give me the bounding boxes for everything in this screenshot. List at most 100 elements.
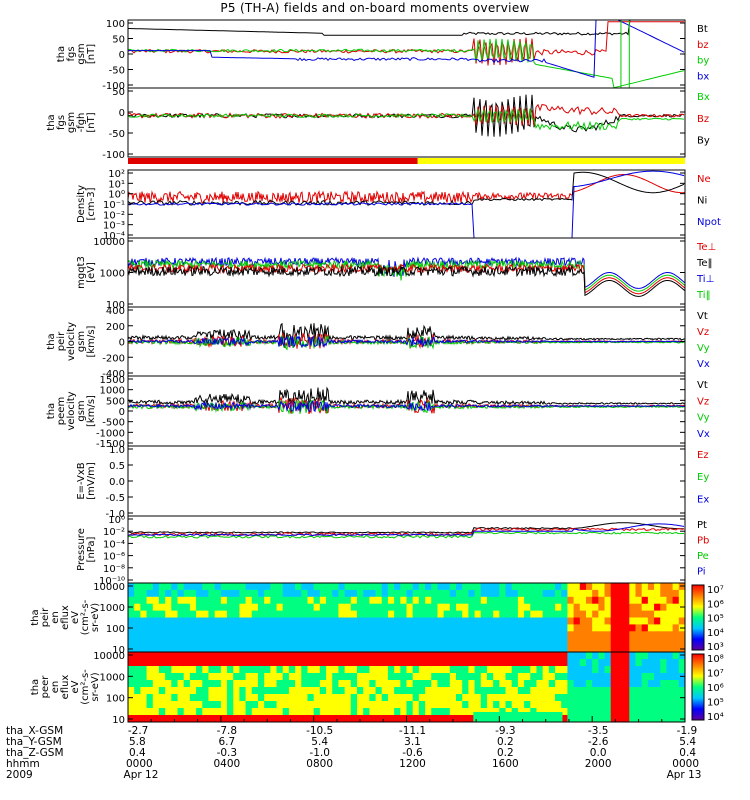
heatmap-cell — [672, 680, 680, 688]
heatmap-cell — [288, 610, 296, 619]
heatmap-cell — [604, 687, 612, 695]
heatmap-cell — [282, 589, 290, 598]
heatmap-cell — [394, 701, 401, 709]
heatmap-cell — [610, 583, 618, 591]
heatmap-cell — [146, 645, 154, 652]
heatmap-cell — [412, 596, 420, 605]
heatmap-cell — [666, 687, 674, 695]
heatmap-cell — [152, 583, 160, 591]
heatmap-cell — [332, 638, 340, 646]
heatmap-cell — [189, 603, 197, 612]
heatmap-cell — [214, 659, 222, 667]
heatmap-cell — [585, 694, 593, 702]
heatmap-cell — [462, 645, 469, 652]
heatmap-cell — [381, 680, 389, 688]
heatmap-cell — [394, 687, 401, 695]
heatmap-cell — [462, 603, 469, 612]
heatmap-cell — [425, 673, 432, 681]
heatmap-cell — [542, 659, 550, 667]
heatmap-cell — [288, 583, 296, 591]
heatmap-cell — [375, 694, 383, 702]
heatmap-cell — [505, 589, 513, 598]
heatmap-cell — [462, 638, 469, 646]
heatmap-cell — [610, 715, 618, 722]
heatmap-cell — [567, 596, 575, 605]
heatmap-cell — [493, 659, 500, 667]
heatmap-cell — [282, 631, 290, 639]
heatmap-cell — [425, 583, 432, 591]
heatmap-cell — [579, 673, 587, 681]
heatmap-cell — [456, 617, 463, 625]
heatmap-cell — [264, 631, 271, 639]
heatmap-cell — [468, 659, 476, 667]
heatmap-cell — [449, 673, 457, 681]
heatmap-cell — [128, 596, 135, 605]
heatmap-cell — [555, 603, 562, 612]
y-axis-label-line: eV — [70, 680, 81, 693]
heatmap-cell — [369, 687, 377, 695]
heatmap-cell — [616, 715, 624, 722]
heatmap-cell — [251, 680, 259, 688]
heatmap-cell — [381, 645, 389, 652]
heatmap-cell — [208, 624, 216, 632]
heatmap-cell — [251, 603, 259, 612]
heatmap-cell — [505, 652, 513, 660]
heatmap-cell — [313, 666, 321, 674]
heatmap-cell — [431, 659, 439, 667]
heatmap-cell — [499, 701, 507, 709]
heatmap-cell — [480, 638, 488, 646]
heatmap-cell — [295, 617, 302, 625]
heatmap-cell — [579, 701, 587, 709]
heatmap-cell — [177, 666, 185, 674]
legend-entry: Vt — [697, 380, 708, 391]
heatmap-cell — [326, 708, 333, 716]
heatmap-cell — [567, 589, 575, 598]
heatmap-cell — [344, 645, 352, 652]
ephemeris-value: -9.3 — [495, 725, 516, 737]
colorbar-tick-label: 10⁴ — [707, 628, 724, 639]
heatmap-cell — [517, 624, 525, 632]
heatmap-cell — [208, 659, 216, 667]
heatmap-cell — [196, 708, 203, 716]
heatmap-cell — [152, 617, 160, 625]
heatmap-cell — [647, 652, 655, 660]
heatmap-cell — [214, 624, 222, 632]
ephemeris-value: 1600 — [491, 758, 519, 770]
y-axis-label-line: peir — [40, 607, 51, 627]
heatmap-cell — [437, 673, 445, 681]
heatmap-cell — [548, 673, 556, 681]
heatmap-cell — [220, 652, 228, 660]
heatmap-cell — [295, 589, 302, 598]
heatmap-cell — [536, 624, 544, 632]
heatmap-cell — [356, 583, 364, 591]
heatmap-cell — [282, 687, 290, 695]
heatmap-cell — [561, 596, 569, 605]
heatmap-cell — [189, 701, 197, 709]
heatmap-cell — [555, 617, 562, 625]
heatmap-cell — [326, 701, 333, 709]
heatmap-cell — [257, 666, 265, 674]
heatmap-cell — [158, 583, 166, 591]
heatmap-cell — [418, 659, 426, 667]
heatmap-cell — [412, 652, 420, 660]
heatmap-cell — [585, 603, 593, 612]
heatmap-cell — [319, 701, 327, 709]
heatmap-cell — [641, 715, 649, 722]
heatmap-cell — [257, 589, 265, 598]
heatmap-cell — [158, 645, 166, 652]
heatmap-cell — [264, 701, 271, 709]
heatmap-cell — [592, 687, 599, 695]
heatmap-cell — [214, 666, 222, 674]
heatmap-cell — [425, 617, 432, 625]
heatmap-cell — [598, 708, 606, 716]
heatmap-cell — [307, 589, 315, 598]
heatmap-cell — [548, 638, 556, 646]
heatmap-cell — [146, 596, 154, 605]
heatmap-cell — [171, 610, 179, 619]
heatmap-cell — [369, 680, 377, 688]
heatmap-cell — [220, 631, 228, 639]
heatmap-cell — [381, 638, 389, 646]
heatmap-cell — [505, 708, 513, 716]
heatmap-cell — [598, 596, 606, 605]
